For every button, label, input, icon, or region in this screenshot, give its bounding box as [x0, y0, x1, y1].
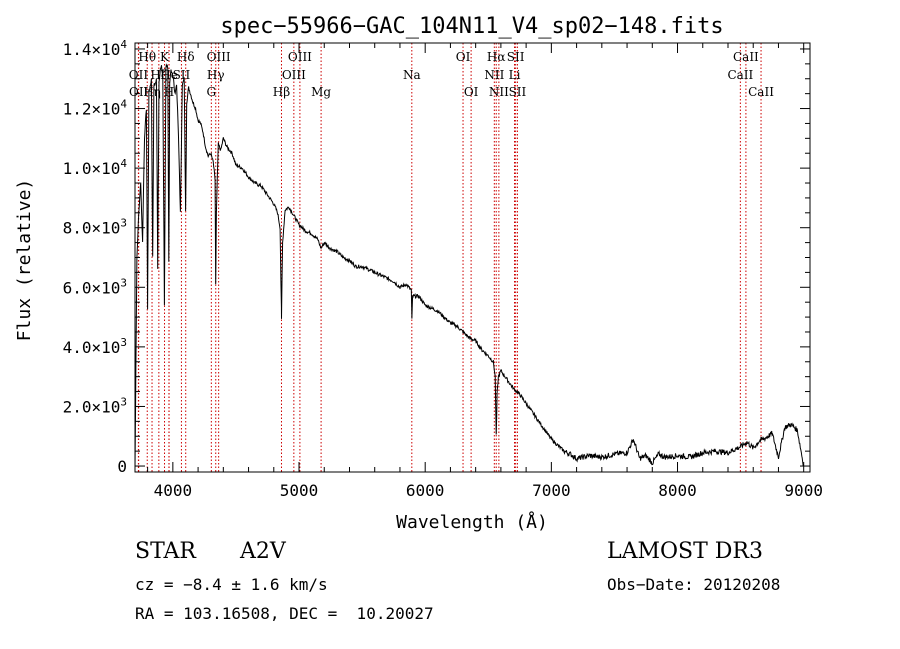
line-label: He	[160, 68, 178, 82]
line-label: Hβ	[273, 85, 290, 99]
y-tick-label: 0	[117, 457, 127, 476]
line-label: Mg	[311, 85, 331, 99]
coordinates: RA = 103.16508, DEC = 10.20027	[135, 604, 434, 623]
x-tick-label: 5000	[280, 481, 319, 500]
line-label: G	[207, 85, 217, 99]
line-label: CaII	[748, 85, 774, 99]
plot-frame	[134, 42, 811, 473]
x-axis-label: Wavelength (Å)	[396, 511, 548, 533]
x-tick-label: 9000	[784, 481, 823, 500]
line-label: OII	[129, 85, 149, 99]
line-label: OI	[456, 50, 471, 64]
line-label: Hη	[143, 85, 161, 99]
line-label: Hδ	[177, 50, 195, 64]
redshift-cz: cz = −8.4 ± 1.6 km/s	[135, 575, 328, 594]
y-tick-label: 6.0×103	[63, 276, 127, 297]
y-tick-label: 1.4×104	[63, 38, 128, 59]
y-tick-label: 2.0×103	[63, 395, 127, 416]
survey-name: LAMOST DR3	[607, 539, 763, 564]
line-markers	[137, 43, 762, 472]
object-subclass: A2V	[240, 539, 286, 564]
line-label: SII	[507, 50, 525, 64]
line-label: Hθ	[138, 50, 156, 64]
line-label: H	[164, 85, 174, 99]
y-tick-label: 8.0×103	[63, 217, 127, 238]
line-label: CaII	[727, 68, 753, 82]
chart-title: spec−55966−GAC_104N11_V4_sp02−148.fits	[220, 14, 723, 39]
line-label: K	[160, 50, 170, 64]
line-label: OIII	[288, 50, 312, 64]
line-label: OIII	[207, 50, 231, 64]
y-tick-label: 1.2×104	[63, 98, 128, 119]
x-tick-label: 6000	[406, 481, 445, 500]
line-label: Hζ	[150, 68, 167, 82]
line-label: OII	[129, 68, 149, 82]
x-tick-label: 8000	[658, 481, 697, 500]
object-class: STAR	[135, 539, 196, 564]
y-axis-label: Flux (relative)	[14, 179, 35, 342]
line-label: NII	[489, 85, 509, 99]
line-label: OIII	[282, 68, 306, 82]
line-label: Hγ	[207, 68, 225, 82]
plot-axes: 4000 5000 6000 7000 8000 9000 0 2.0×103 4.0×103 6…	[63, 38, 823, 500]
spectrum-line	[134, 63, 804, 470]
y-tick-label: 1.0×104	[63, 157, 128, 178]
line-label: Li	[509, 68, 521, 82]
line-label: OI	[464, 85, 479, 99]
line-label: SII	[173, 68, 191, 82]
y-tick-label: 4.0×103	[63, 336, 127, 357]
line-label: Hα	[487, 50, 506, 64]
line-label: NII	[484, 68, 504, 82]
line-label: CaII	[733, 50, 759, 64]
line-label: Na	[403, 68, 421, 82]
line-label: SII	[509, 85, 527, 99]
x-tick-label: 7000	[532, 481, 571, 500]
spectrum-series	[134, 63, 804, 470]
observation-date: Obs−Date: 20120208	[607, 575, 781, 594]
x-tick-label: 4000	[154, 481, 193, 500]
